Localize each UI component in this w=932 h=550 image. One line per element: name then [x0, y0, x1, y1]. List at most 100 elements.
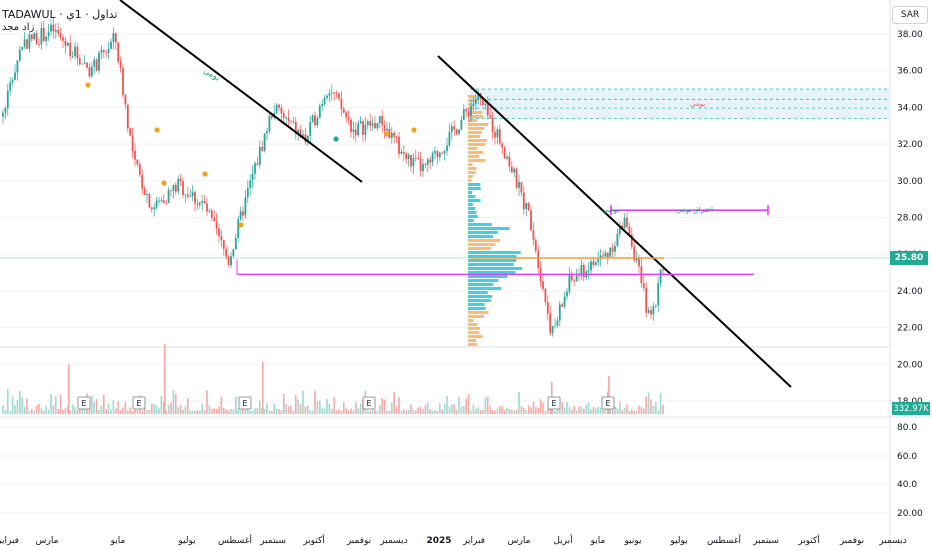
volume-bar — [371, 405, 374, 414]
price-axis[interactable]: 38.0036.0034.0032.0030.0028.0026.0024.00… — [897, 30, 923, 519]
candle-body — [306, 135, 309, 142]
volume-bar — [436, 410, 439, 414]
volume-bar — [347, 410, 350, 414]
candle-body — [587, 270, 590, 272]
vp-bar — [468, 275, 508, 278]
volume-bar — [571, 409, 573, 414]
candle-body — [381, 116, 384, 126]
candle-body — [520, 182, 523, 193]
currency-button[interactable]: SAR — [892, 6, 928, 24]
candle-body — [105, 52, 108, 54]
volume-bar — [650, 399, 652, 414]
candle-body — [314, 115, 316, 126]
candle-body — [635, 258, 638, 261]
volume-bar — [278, 409, 280, 414]
vp-bar — [468, 263, 514, 266]
volume-bar — [335, 410, 338, 414]
volume-bar — [424, 404, 427, 414]
volume-bar — [208, 405, 211, 414]
candle-body — [78, 58, 81, 64]
candle-body — [652, 306, 655, 315]
volume-bar — [304, 406, 307, 414]
volume-bar — [647, 392, 650, 414]
candle-body — [153, 207, 156, 210]
volume-bar — [215, 408, 218, 414]
time-tick-label: مايو — [110, 536, 126, 546]
volume-bar — [74, 406, 76, 414]
time-axis[interactable]: فبراير مارس مايو يوليو أغسطس سبتمبر أكتوبر نوفم… — [0, 534, 907, 546]
volume-bar — [141, 410, 143, 414]
candle-body — [390, 132, 393, 138]
candle-body — [364, 125, 367, 135]
vp-bar — [468, 279, 499, 282]
volume-bar — [79, 405, 81, 414]
volume-bar — [38, 404, 40, 414]
volume-bar — [218, 406, 220, 414]
candle-body — [4, 107, 7, 113]
candle-body — [26, 39, 28, 49]
vp-bar — [468, 343, 478, 346]
candle-body — [126, 104, 129, 129]
candle-body — [472, 103, 475, 107]
volume-bar — [43, 410, 45, 414]
volume-bar — [499, 406, 501, 414]
time-tick-label: أبريل — [553, 534, 572, 546]
candle-body — [374, 123, 376, 129]
volume-bar — [407, 409, 410, 414]
volume-bar — [563, 408, 566, 414]
company-name: زاد مجد — [2, 22, 35, 33]
time-tick-label: أغسطس — [218, 534, 252, 546]
candle-body — [359, 121, 362, 124]
candle-body — [484, 103, 487, 105]
volume-bar — [542, 402, 544, 414]
vp-bar — [468, 255, 517, 258]
candle-body — [76, 46, 79, 59]
candle-body — [474, 99, 477, 104]
candle-body — [184, 194, 187, 196]
volume-bar — [7, 388, 9, 414]
candle-body — [419, 158, 422, 172]
volume-bar — [489, 406, 491, 414]
candle-body — [434, 151, 436, 154]
volume-bar — [33, 410, 35, 414]
volume-bar — [376, 410, 379, 414]
candle-body — [642, 283, 645, 288]
volume-bar — [434, 409, 436, 414]
volume-bar — [343, 402, 345, 414]
candle-body — [446, 145, 448, 152]
candle-body — [522, 192, 525, 210]
candle-body — [170, 189, 172, 191]
vp-bar — [468, 251, 521, 254]
price-tick-label: 30.00 — [897, 177, 923, 187]
candle-body — [338, 93, 340, 99]
candle-body — [498, 129, 501, 144]
vp-bar — [468, 311, 489, 314]
resistance-zone: يومي — [470, 88, 890, 119]
volume-bar — [127, 410, 129, 414]
vp-bar — [468, 239, 501, 242]
trendlines: يومي يومي اختراق يومي — [119, 0, 792, 388]
volume-bar — [201, 403, 203, 414]
volume-bar — [59, 394, 62, 414]
volume-bar — [285, 403, 287, 414]
vp-bar — [468, 183, 481, 186]
candle-body — [258, 147, 261, 165]
candle-body — [21, 46, 24, 50]
volume-bar — [532, 401, 535, 414]
candle-body — [114, 33, 117, 43]
candle-body — [570, 273, 573, 281]
volume-bar — [167, 404, 170, 414]
candle-body — [366, 121, 369, 126]
volume-bar — [297, 399, 299, 414]
zone-label: يومي — [690, 100, 705, 108]
candle-body — [11, 79, 14, 83]
candle-body — [42, 28, 45, 42]
candle-body — [141, 174, 144, 189]
vp-bar — [468, 303, 485, 306]
last-price-badge: 25.80 — [890, 251, 928, 265]
volume-bar — [2, 405, 4, 414]
volume-bar — [655, 401, 657, 414]
volume-bar — [302, 390, 304, 414]
volume-bar — [628, 410, 631, 414]
